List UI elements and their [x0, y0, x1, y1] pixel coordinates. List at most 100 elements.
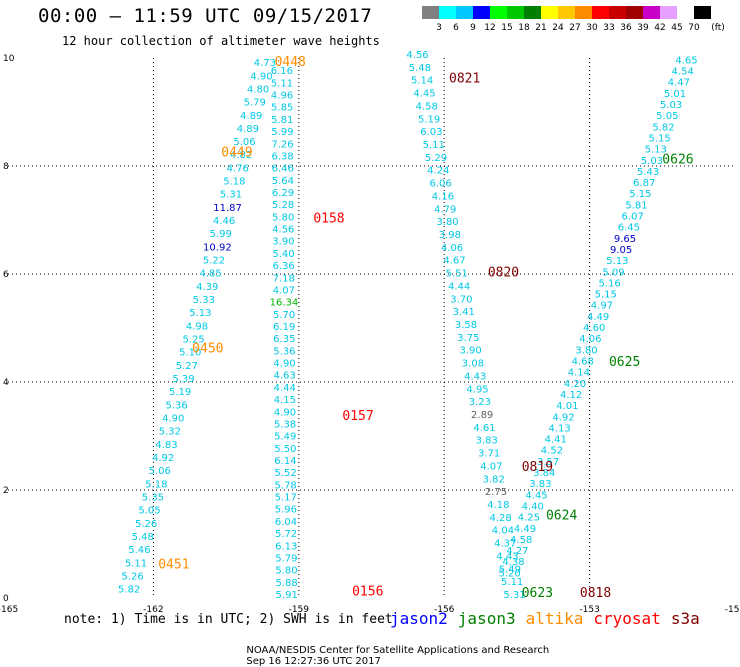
swh-value: 11.87 — [213, 203, 242, 214]
color-scale-label: 18 — [518, 23, 530, 33]
swh-value: 5.15 — [595, 290, 617, 301]
swh-value: 4.25 — [518, 513, 540, 524]
swh-value: 5.15 — [629, 189, 651, 200]
swh-value: 4.89 — [240, 111, 262, 122]
pass-time-label: 0821 — [449, 71, 480, 86]
swh-value: 4.68 — [572, 357, 594, 368]
swh-value: 4.45 — [525, 490, 547, 501]
swh-value: 6.04 — [275, 517, 297, 528]
swh-value: 3.82 — [483, 474, 505, 485]
pass-time-label: 0450 — [192, 341, 223, 356]
swh-value: 5.52 — [274, 468, 296, 479]
swh-value: 5.22 — [203, 256, 225, 267]
swh-value: 2.89 — [471, 410, 493, 421]
swh-value: 5.15 — [648, 133, 670, 144]
color-swatch — [575, 6, 592, 19]
swh-value: 5.05 — [656, 111, 678, 122]
y-tick-label: 10 — [3, 54, 15, 64]
swh-value: 4.45 — [413, 89, 435, 100]
swh-value: 5.39 — [172, 374, 194, 385]
swh-value: 5.81 — [625, 200, 647, 211]
swh-value: 4.12 — [560, 390, 582, 401]
swh-value: 4.49 — [587, 312, 609, 323]
color-swatch — [541, 6, 558, 19]
swh-value: 4.14 — [568, 368, 590, 379]
swh-value: 5.06 — [233, 137, 255, 148]
color-swatch — [592, 6, 609, 19]
swh-value: 4.97 — [591, 301, 613, 312]
swh-value: 6.13 — [275, 541, 297, 552]
swh-value: 6.14 — [274, 456, 296, 467]
swh-value: 5.09 — [602, 267, 624, 278]
swh-value: 5.38 — [274, 419, 296, 430]
swh-value: 5.03 — [660, 100, 682, 111]
swh-value: 6.03 — [420, 127, 442, 138]
legend-item-s3a: s3a — [670, 609, 700, 628]
swh-value: 5.19 — [418, 114, 440, 125]
swh-value: 4.27 — [506, 546, 528, 557]
swh-value: 4.58 — [510, 535, 532, 546]
pass-time-label: 0626 — [662, 152, 693, 167]
swh-value: 4.60 — [583, 323, 605, 334]
plot-area: -165-162-159-156-153-15002468104.734.904… — [0, 50, 740, 612]
color-scale-label: 36 — [620, 23, 632, 33]
swh-value: 4.90 — [273, 359, 295, 370]
swh-value: 5.50 — [274, 444, 296, 455]
swh-value: 6.87 — [633, 178, 655, 189]
legend-item-jason2: jason2 — [390, 609, 448, 628]
pass-time-label: 0449 — [221, 145, 252, 160]
pass-time-label: 0156 — [352, 584, 383, 599]
pass-time-label: 0625 — [609, 355, 640, 370]
x-tick-label: -153 — [579, 605, 599, 612]
swh-value: 5.13 — [189, 308, 211, 319]
swh-value: 5.49 — [499, 564, 521, 575]
swh-value: 3.90 — [272, 237, 294, 248]
swh-value: 5.05 — [138, 506, 160, 517]
swh-value: 3.83 — [476, 436, 498, 447]
swh-value: 4.06 — [579, 334, 601, 345]
swh-value: 4.39 — [196, 282, 218, 293]
swh-value: 5.18 — [223, 177, 245, 188]
swh-value: 6.07 — [622, 212, 644, 223]
swh-value: 4.47 — [668, 78, 690, 89]
y-tick-label: 0 — [3, 594, 9, 604]
swh-value: 5.80 — [272, 212, 294, 223]
swh-value: 4.49 — [514, 524, 536, 535]
color-scale-label: 21 — [535, 23, 547, 33]
swh-value: 5.43 — [637, 167, 659, 178]
swh-value: 7.18 — [273, 273, 295, 284]
swh-value: 6.06 — [429, 179, 451, 190]
color-swatch — [694, 6, 711, 19]
swh-value: 6.19 — [273, 322, 295, 333]
swh-value: 5.48 — [409, 63, 431, 74]
swh-value: 3.98 — [439, 230, 461, 241]
color-scale-label: 30 — [586, 23, 598, 33]
legend-item-jason3: jason3 — [457, 609, 516, 628]
color-scale-label: 33 — [603, 23, 615, 33]
swh-value: 4.73 — [254, 58, 276, 69]
color-scale-label: 6 — [453, 23, 459, 33]
color-swatch — [524, 6, 541, 19]
swh-value: 5.40 — [272, 249, 294, 260]
swh-value: 5.51 — [446, 269, 468, 280]
color-scale-unit: (ft) — [711, 23, 725, 33]
swh-value: 7.26 — [271, 139, 293, 150]
color-scale-label: 15 — [501, 23, 513, 33]
color-swatch — [643, 6, 660, 19]
swh-value: 5.78 — [275, 480, 297, 491]
color-swatch — [609, 6, 626, 19]
swh-value: 4.04 — [492, 526, 514, 537]
color-swatch — [439, 6, 456, 19]
swh-value: 4.16 — [432, 191, 454, 202]
legend-item-altika: altika — [525, 609, 584, 628]
swh-value: 5.36 — [273, 346, 295, 357]
satellite-legend: jason2 jason3 altika cryosat s3a — [390, 609, 710, 628]
swh-value: 5.79 — [244, 98, 266, 109]
legend-item-cryosat: cryosat — [593, 609, 661, 628]
swh-value: 5.80 — [275, 566, 297, 577]
x-tick-label: -156 — [434, 605, 455, 612]
color-swatch — [473, 6, 490, 19]
swh-value: 4.41 — [545, 435, 567, 446]
pass-time-label: 0623 — [522, 586, 553, 601]
swh-value: 5.03 — [641, 156, 663, 167]
